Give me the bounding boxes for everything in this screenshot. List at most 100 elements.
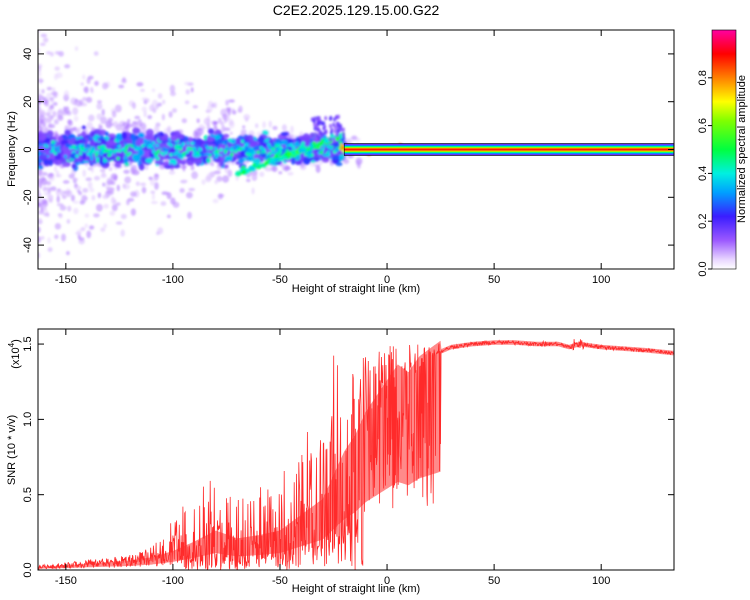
heatmap-cell [291,145,296,150]
heatmap-cell [324,129,328,135]
heatmap-cell [228,138,232,142]
heatmap-cell [115,202,121,206]
heatmap-cell [82,196,89,200]
heatmap-cell [228,99,235,103]
heatmap-cell [299,163,307,171]
heatmap-cell [279,146,283,150]
heatmap-cell [43,191,51,196]
heatmap-cell [206,152,210,156]
heatmap-cell [110,187,115,192]
colorbar-tick-label: 0.8 [697,70,709,85]
heatmap-cell [167,214,171,219]
heatmap-cell [116,184,120,192]
heatmap-cell [213,157,222,163]
heatmap-cell [86,77,91,85]
heatmap-cell [151,88,156,93]
heatmap-cell [116,156,120,161]
heatmap-cell [58,213,63,219]
heatmap-cell [228,119,234,126]
heatmap-cell [112,121,119,128]
heatmap-cell [56,195,60,203]
heatmap-cell [53,165,58,172]
heatmap-cell [123,184,130,190]
heatmap-cell [62,134,68,140]
heatmap-cell [100,173,107,179]
heatmap-cell [48,175,55,182]
heatmap-cell [38,198,41,203]
heatmap-cell [107,153,111,158]
heatmap-cell [92,158,97,164]
heatmap-cell [335,133,339,138]
heatmap-cell [229,148,234,153]
heatmap-cell [251,187,255,195]
heatmap-cell [161,113,165,121]
heatmap-cell [50,136,57,141]
heatmap-cell [53,91,57,99]
heatmap-cell [267,151,272,156]
heatmap-cell [130,208,137,216]
heatmap-cell [156,156,160,161]
heatmap-cell [171,108,178,113]
heatmap-cell [276,143,281,148]
heatmap-cell [222,133,230,139]
heatmap-cell [81,130,87,138]
heatmap-cell [42,96,48,105]
heatmap-cell [107,117,114,123]
heatmap-cell [84,86,89,94]
heatmap-cell [99,152,104,156]
heatmap-cell [38,145,46,153]
heatmap-cell [43,212,50,217]
heatmap-cell [177,152,183,159]
heatmap-cell [186,159,193,165]
heatmap-cell [132,121,139,125]
heatmap-cell [122,77,126,83]
heatmap-cell [286,143,290,148]
heatmap-cell [71,144,76,149]
heatmap-cell [89,130,96,138]
heatmap-cell [322,126,326,131]
heatmap-cell [47,123,53,129]
heatmap-cell [38,88,41,94]
heatmap-cell [259,171,265,177]
heatmap-cell [143,138,147,143]
x-tick-label: 0 [384,575,390,587]
heatmap-cell [186,191,193,199]
heatmap-cell [66,110,72,116]
heatmap-cell [212,198,219,204]
heatmap-cell [70,97,77,105]
heatmap-cell [335,162,343,167]
heatmap-cell [93,51,99,56]
spectrogram-cells [38,30,423,259]
heatmap-cell [280,131,289,137]
heatmap-cell [51,146,56,150]
heatmap-cell [271,165,278,173]
heatmap-cell [232,139,236,144]
heatmap-cell [57,149,61,153]
heatmap-cell [320,147,325,152]
heatmap-cell [54,234,59,240]
heatmap-cell [39,119,45,124]
heatmap-cell [75,100,83,107]
heatmap-cell [240,128,247,136]
heatmap-cell [44,149,51,156]
heatmap-cell [316,117,320,122]
heatmap-cell [171,158,177,165]
heatmap-cell [154,182,159,190]
heatmap-cell [325,138,330,144]
heatmap-cell [84,223,89,229]
heatmap-cell [62,180,70,184]
heatmap-cell [127,146,132,153]
colorbar-tick-label: 0.6 [697,118,709,133]
heatmap-cell [68,173,75,179]
heatmap-cell [72,107,79,115]
heatmap-cell [39,165,44,170]
heatmap-cell [134,115,141,120]
heatmap-cell [131,191,136,196]
heatmap-cell [192,150,197,155]
heatmap-cell [38,114,42,118]
heatmap-cell [40,33,48,38]
heatmap-cell [136,82,144,87]
x-tick-label: 50 [488,274,500,286]
heatmap-cell [97,145,101,150]
heatmap-cell [287,151,292,156]
